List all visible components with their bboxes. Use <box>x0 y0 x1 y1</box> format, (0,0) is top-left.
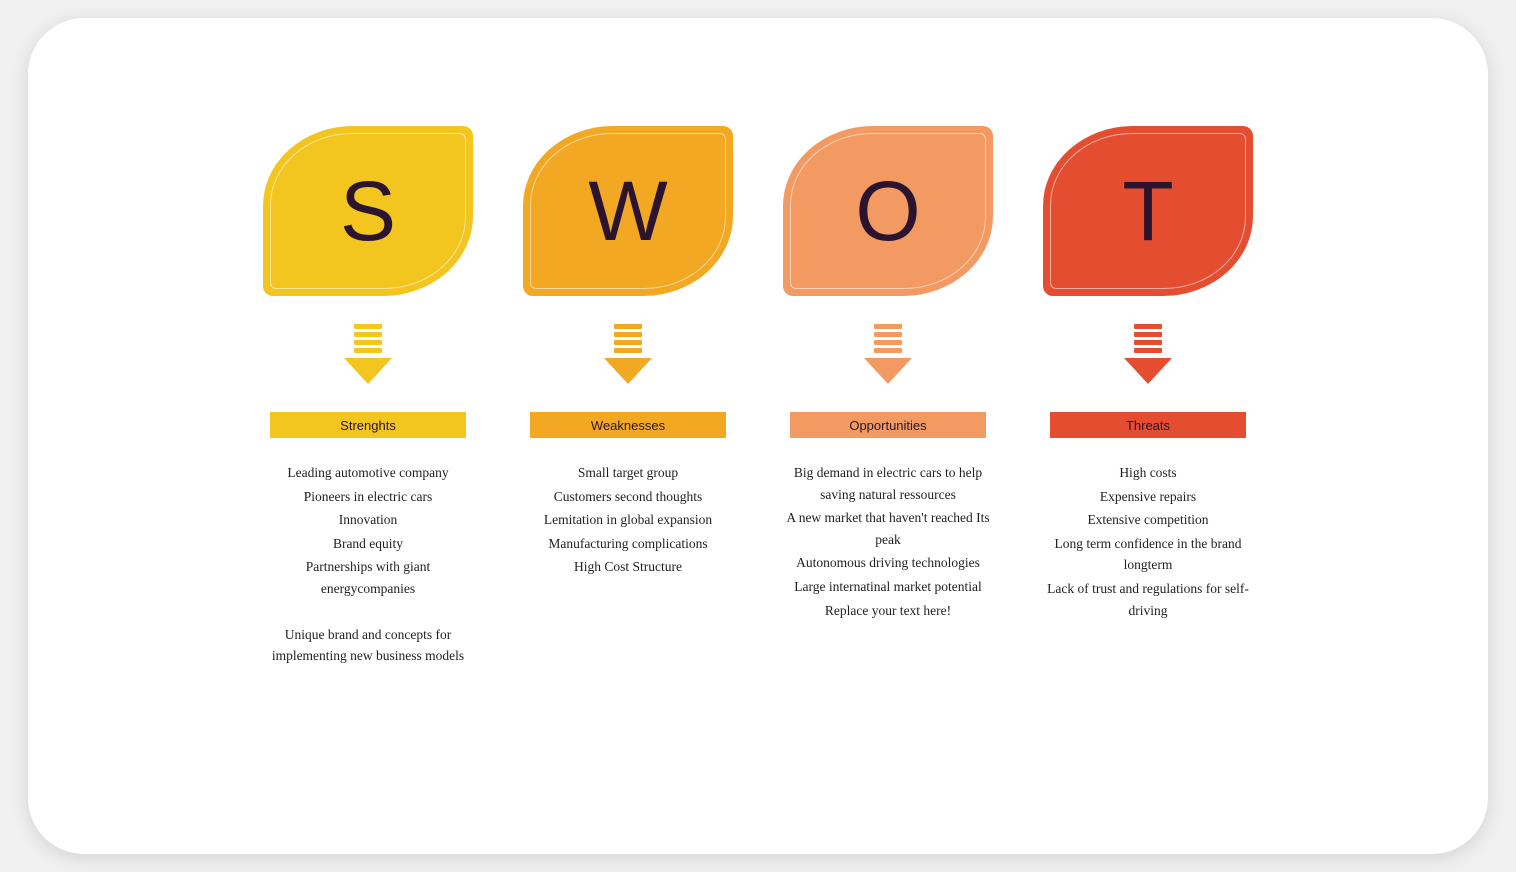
list-item: Manufacturing complications <box>523 533 733 555</box>
arrow-stripe <box>614 348 642 353</box>
list-item: Lemitation in global expansion <box>523 509 733 531</box>
arrow-stripe <box>1134 324 1162 329</box>
list-item: Brand equity <box>263 533 473 555</box>
arrow-stripe <box>874 324 902 329</box>
arrow-stripe <box>614 324 642 329</box>
swot-col-strengths: S Strenghts Leading automotive companyPi… <box>263 126 473 669</box>
list-item: Long term confidence in the brand longte… <box>1043 533 1253 576</box>
label-weaknesses: Weaknesses <box>530 412 726 438</box>
arrow-stripe <box>874 332 902 337</box>
leaf-threats: T <box>1043 126 1253 296</box>
arrow-stripe <box>1134 340 1162 345</box>
arrow-stripe <box>354 340 382 345</box>
list-item: Large internatinal market potential <box>783 576 993 598</box>
leaf-weaknesses: W <box>523 126 733 296</box>
leaf-opportunities: O <box>783 126 993 296</box>
arrow-weaknesses <box>604 324 652 394</box>
list-item: Partnerships with giant energycompanies <box>263 556 473 599</box>
arrow-stripe <box>614 332 642 337</box>
arrow-threats <box>1124 324 1172 394</box>
leaf-letter-o: O <box>855 163 920 260</box>
swot-col-threats: T Threats High costsExpensive repairsExt… <box>1043 126 1253 669</box>
arrow-opportunities <box>864 324 912 394</box>
arrow-stripe <box>354 324 382 329</box>
arrow-stripe <box>874 348 902 353</box>
list-item: High Cost Structure <box>523 556 733 578</box>
arrow-strengths <box>344 324 392 394</box>
items-threats: High costsExpensive repairsExtensive com… <box>1043 462 1253 623</box>
items-weaknesses: Small target groupCustomers second thoug… <box>523 462 733 580</box>
list-item: Extensive competition <box>1043 509 1253 531</box>
items-opportunities: Big demand in electric cars to help savi… <box>783 462 993 623</box>
list-item: Replace your text here! <box>783 600 993 622</box>
arrow-stripe <box>1134 332 1162 337</box>
list-item: Innovation <box>263 509 473 531</box>
list-item: Small target group <box>523 462 733 484</box>
leaf-letter-t: T <box>1122 163 1173 260</box>
arrow-stripe <box>1134 348 1162 353</box>
arrow-head-icon <box>1124 358 1172 384</box>
arrow-stripe <box>354 332 382 337</box>
list-item: Customers second thoughts <box>523 486 733 508</box>
swot-grid: S Strenghts Leading automotive companyPi… <box>28 126 1488 669</box>
list-item: Leading automotive company <box>263 462 473 484</box>
arrow-stripe <box>614 340 642 345</box>
swot-col-weaknesses: W Weaknesses Small target groupCustomers… <box>523 126 733 669</box>
arrow-stripe <box>354 348 382 353</box>
leaf-letter-w: W <box>588 163 667 260</box>
arrow-head-icon <box>604 358 652 384</box>
label-opportunities: Opportunities <box>790 412 986 438</box>
list-item: Big demand in electric cars to help savi… <box>783 462 993 505</box>
list-item: Lack of trust and regulations for self-d… <box>1043 578 1253 621</box>
label-strengths: Strenghts <box>270 412 466 438</box>
arrow-head-icon <box>864 358 912 384</box>
list-item: Unique brand and concepts for implementi… <box>263 624 473 667</box>
list-item: Expensive repairs <box>1043 486 1253 508</box>
list-item: A new market that haven't reached Its pe… <box>783 507 993 550</box>
list-item: Pioneers in electric cars <box>263 486 473 508</box>
arrow-head-icon <box>344 358 392 384</box>
swot-card: S Strenghts Leading automotive companyPi… <box>28 18 1488 854</box>
spacer <box>263 602 473 622</box>
list-item: Autonomous driving technologies <box>783 552 993 574</box>
list-item: High costs <box>1043 462 1253 484</box>
label-threats: Threats <box>1050 412 1246 438</box>
leaf-letter-s: S <box>340 163 396 260</box>
items-strengths: Leading automotive companyPioneers in el… <box>263 462 473 669</box>
arrow-stripe <box>874 340 902 345</box>
swot-col-opportunities: O Opportunities Big demand in electric c… <box>783 126 993 669</box>
leaf-strengths: S <box>263 126 473 296</box>
